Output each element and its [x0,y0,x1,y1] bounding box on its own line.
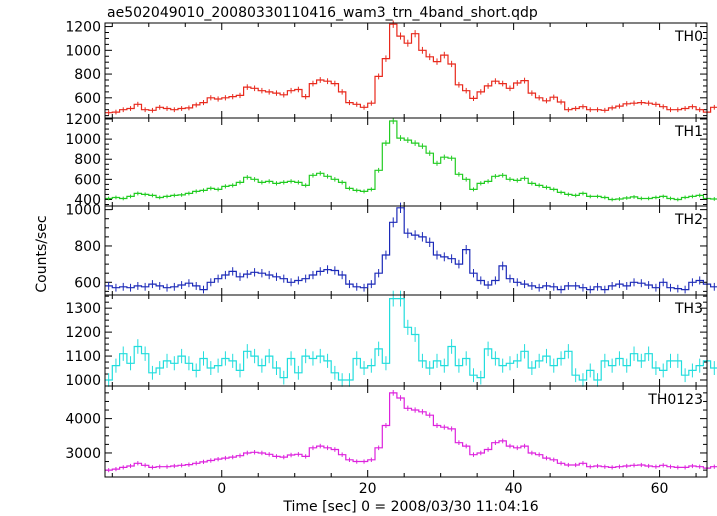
x-tick-label: 0 [217,481,226,497]
y-tick-label: 1200 [65,20,101,36]
y-tick-label: 1000 [65,132,101,148]
x-tick-label: 40 [505,481,523,497]
series-line-th1 [105,120,717,201]
y-tick-label: 600 [74,91,101,107]
panel-label: TH0123 [647,392,703,408]
y-tick-label: 1200 [65,325,101,341]
panel-frame [104,385,708,478]
panel-frame [104,205,708,296]
y-tick-label: 600 [74,275,101,291]
y-tick-label: 3000 [65,446,101,462]
y-tick-label: 600 [74,172,101,188]
y-tick-label: 800 [74,152,101,168]
y-tick-label: 1000 [65,373,101,389]
y-tick-label: 4000 [65,412,101,428]
series-line-th3 [105,298,717,381]
y-tick-label: 1200 [65,112,101,128]
x-tick-label: 20 [359,481,377,497]
panel-label: TH3 [674,301,703,317]
panel-label: TH2 [674,212,703,228]
panel-frame [104,117,708,207]
y-tick-label: 800 [74,239,101,255]
y-axis-label: Counts/sec [34,215,50,292]
y-tick-label: 1000 [65,43,101,59]
y-tick-label: 400 [74,192,101,208]
y-tick-label: 1300 [65,301,101,317]
series-line-th0 [105,23,717,114]
plot-panels: 60080010001200TH040060080010001200TH1600… [65,20,717,497]
panel-frame [104,294,708,387]
x-tick-label: 60 [651,481,669,497]
y-tick-label: 1100 [65,349,101,365]
y-tick-label: 800 [74,67,101,83]
x-axis-label: Time [sec] 0 = 2008/03/30 11:04:16 [282,499,538,515]
panel-frame [104,22,708,119]
series-line-th0123 [105,392,717,471]
chart-title: ae502049010_20080330110416_wam3_trn_4ban… [107,5,538,21]
panel-label: TH1 [674,124,703,140]
y-tick-label: 1000 [65,203,101,219]
panel-label: TH0 [674,29,703,45]
series-line-th2 [105,207,717,291]
